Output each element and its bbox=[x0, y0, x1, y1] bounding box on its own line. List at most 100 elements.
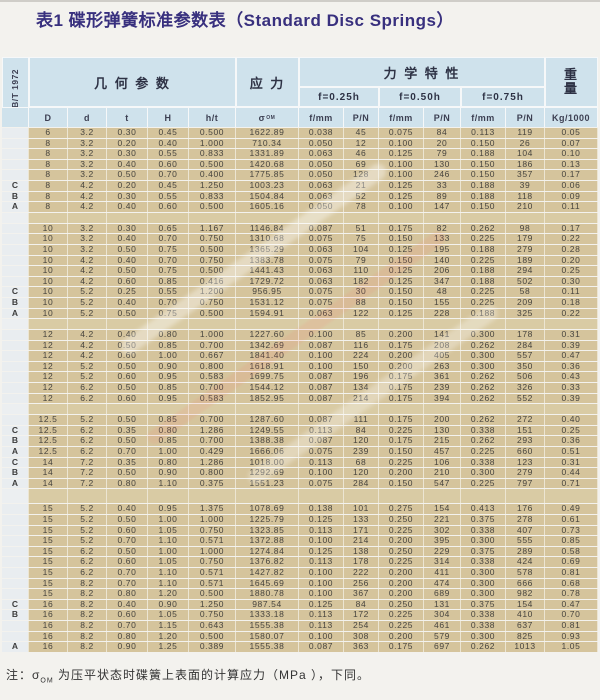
value-cell: 6.2 bbox=[68, 567, 107, 578]
value-cell: 172 bbox=[344, 610, 379, 620]
value-cell: 1.25 bbox=[148, 642, 189, 652]
value-cell: 394 bbox=[424, 393, 461, 404]
value-cell: 120 bbox=[344, 436, 379, 447]
value-cell: 0.113 bbox=[299, 425, 344, 436]
grade-cell bbox=[2, 255, 29, 266]
column-header: f/mm bbox=[461, 107, 506, 127]
value-cell: 1249.55 bbox=[236, 425, 299, 436]
value-cell: 0.47 bbox=[545, 351, 598, 361]
grade-cell bbox=[2, 589, 29, 599]
value-cell: 200 bbox=[424, 415, 461, 425]
value-cell: 0.40 bbox=[107, 159, 148, 170]
value-cell: 0.150 bbox=[461, 170, 506, 180]
value-cell: 111 bbox=[344, 415, 379, 425]
value-cell: 0.262 bbox=[461, 340, 506, 351]
value-cell bbox=[506, 489, 545, 504]
value-cell: 14 bbox=[29, 468, 68, 478]
value-cell: 12.5 bbox=[29, 436, 68, 447]
value-cell: 0.50 bbox=[107, 361, 148, 372]
value-cell: 0.20 bbox=[107, 138, 148, 149]
value-cell: 0.750 bbox=[189, 297, 236, 308]
column-header: f/mm bbox=[379, 107, 424, 127]
value-cell: 1.200 bbox=[189, 287, 236, 297]
value-cell: 5.2 bbox=[68, 415, 107, 425]
column-header: f/mm bbox=[299, 107, 344, 127]
value-cell: 1.000 bbox=[189, 330, 236, 340]
value-cell: 5.2 bbox=[68, 361, 107, 372]
value-cell bbox=[299, 404, 344, 415]
value-cell: 314 bbox=[424, 557, 461, 567]
column-header: P/N bbox=[344, 107, 379, 127]
value-cell: 0.050 bbox=[299, 202, 344, 212]
value-cell: 0.70 bbox=[545, 610, 598, 620]
value-cell: 1427.82 bbox=[236, 567, 299, 578]
value-cell: 0.125 bbox=[379, 191, 424, 202]
value-cell bbox=[424, 212, 461, 223]
value-cell: 0.100 bbox=[379, 138, 424, 149]
value-cell: 10 bbox=[29, 308, 68, 319]
grade-cell bbox=[2, 372, 29, 383]
value-cell: 1.10 bbox=[148, 567, 189, 578]
value-cell: 0.18 bbox=[545, 297, 598, 308]
value-cell: 8 bbox=[29, 180, 68, 191]
value-cell bbox=[379, 489, 424, 504]
value-cell: 0.85 bbox=[148, 383, 189, 393]
value-cell: 326 bbox=[506, 383, 545, 393]
value-cell: 1.10 bbox=[148, 478, 189, 489]
value-cell: 0.100 bbox=[379, 170, 424, 180]
value-cell: 0.70 bbox=[107, 578, 148, 589]
value-cell bbox=[344, 212, 379, 223]
value-cell: 0.262 bbox=[461, 223, 506, 234]
value-cell: 6.2 bbox=[68, 436, 107, 447]
value-cell: 294 bbox=[506, 266, 545, 276]
value-cell: 128 bbox=[344, 170, 379, 180]
grade-cell bbox=[2, 244, 29, 255]
grade-cell bbox=[2, 234, 29, 244]
value-cell: 6.2 bbox=[68, 383, 107, 393]
value-cell: 0.500 bbox=[189, 244, 236, 255]
value-cell: 1.00 bbox=[148, 351, 189, 361]
value-cell: 5.2 bbox=[68, 372, 107, 383]
table-row: 6 3.2 0.30 0.45 0.500 1622.89 0.038 45 0.075 84 0.… bbox=[2, 128, 598, 138]
header-geometry: 几 何 参 数 bbox=[29, 57, 236, 107]
value-cell: 0.150 bbox=[379, 478, 424, 489]
value-cell: 367 bbox=[344, 589, 379, 599]
value-cell: 1594.91 bbox=[236, 308, 299, 319]
value-cell: 254 bbox=[344, 620, 379, 631]
grade-cell: B bbox=[2, 297, 29, 308]
value-cell: 0.571 bbox=[189, 536, 236, 546]
table-row: C 16 8.2 0.40 0.90 1.250 987.54 0.125 84 0.250 131… bbox=[2, 599, 598, 610]
value-cell: 552 bbox=[506, 393, 545, 404]
value-cell: 0.60 bbox=[107, 276, 148, 287]
value-cell: 0.70 bbox=[148, 170, 189, 180]
value-cell: 0.225 bbox=[461, 287, 506, 297]
value-cell: 8.2 bbox=[68, 589, 107, 599]
grade-cell bbox=[2, 159, 29, 170]
value-cell: 1.167 bbox=[189, 223, 236, 234]
value-cell bbox=[424, 404, 461, 415]
value-cell: 263 bbox=[424, 361, 461, 372]
value-cell: 0.68 bbox=[545, 578, 598, 589]
value-cell: 101 bbox=[344, 504, 379, 514]
grade-cell: B bbox=[2, 191, 29, 202]
value-cell: 1645.69 bbox=[236, 578, 299, 589]
value-cell bbox=[379, 404, 424, 415]
value-cell: 48 bbox=[424, 287, 461, 297]
value-cell: 0.10 bbox=[545, 149, 598, 159]
value-cell: 1365.29 bbox=[236, 244, 299, 255]
value-cell: 0.60 bbox=[107, 351, 148, 361]
value-cell: 0.063 bbox=[299, 149, 344, 159]
value-cell: 0.80 bbox=[148, 425, 189, 436]
value-cell: 956.95 bbox=[236, 287, 299, 297]
table-row: 15 6.2 0.70 1.10 0.571 1427.82 0.100 222 0.200 41… bbox=[2, 567, 598, 578]
value-cell: 0.250 bbox=[379, 599, 424, 610]
value-cell bbox=[236, 212, 299, 223]
value-cell: 0.50 bbox=[107, 308, 148, 319]
value-cell: 350 bbox=[506, 361, 545, 372]
sigma-symbol: σ bbox=[32, 668, 41, 682]
value-cell bbox=[461, 404, 506, 415]
value-cell: 0.50 bbox=[107, 340, 148, 351]
value-cell: 138 bbox=[344, 546, 379, 557]
table-row: 12 4.2 0.40 0.80 1.000 1227.60 0.100 85 0.200 141… bbox=[2, 330, 598, 340]
value-cell: 4.2 bbox=[68, 340, 107, 351]
